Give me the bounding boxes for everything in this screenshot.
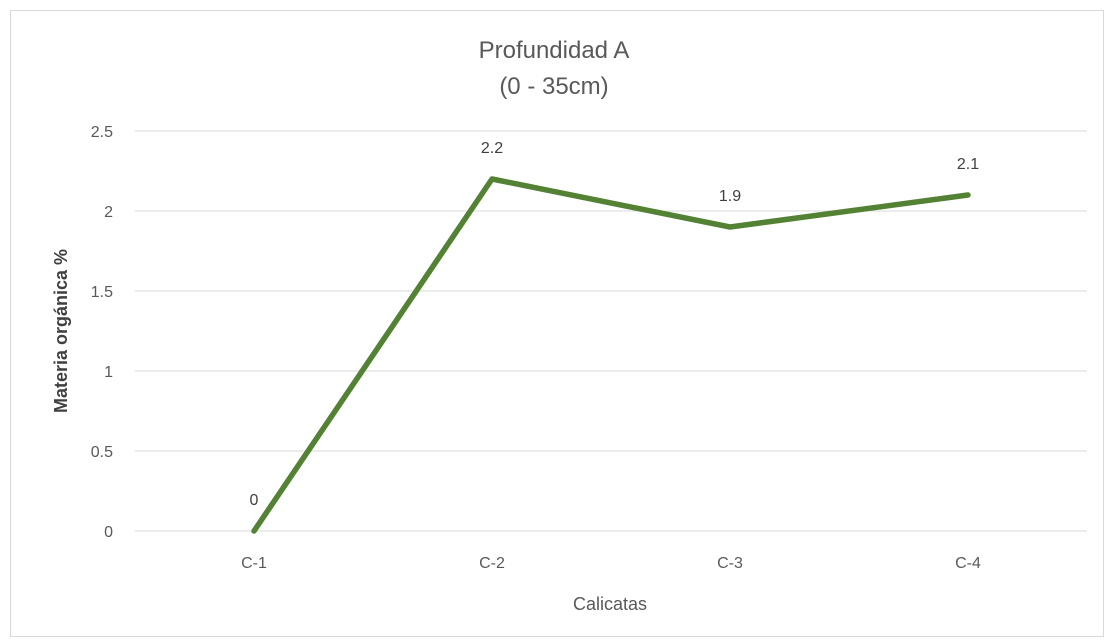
y-tick-label: 2.5 <box>91 124 113 141</box>
x-axis-title: Calicatas <box>573 594 647 614</box>
data-labels: 0 2.2 1.9 2.1 <box>250 140 980 509</box>
x-tick-label: C-3 <box>717 555 743 572</box>
y-tick-label: 0.5 <box>91 444 113 461</box>
data-label: 2.2 <box>481 140 503 157</box>
y-tick-label: 1 <box>104 364 113 381</box>
x-tick-label: C-2 <box>479 555 505 572</box>
y-axis-ticks: 0 0.5 1 1.5 2 2.5 <box>91 124 113 541</box>
x-axis-ticks: C-1 C-2 C-3 C-4 <box>241 555 981 572</box>
series-line <box>251 176 971 534</box>
x-tick-label: C-1 <box>241 555 267 572</box>
y-tick-label: 0 <box>104 524 113 541</box>
y-tick-label: 2 <box>104 204 113 221</box>
data-label: 1.9 <box>719 188 741 205</box>
chart-title: Profundidad A <box>479 37 630 64</box>
y-tick-label: 1.5 <box>91 284 113 301</box>
data-label: 2.1 <box>957 156 979 173</box>
data-label: 0 <box>250 492 259 509</box>
x-tick-label: C-4 <box>955 555 981 572</box>
chart-subtitle: (0 - 35cm) <box>499 73 608 100</box>
series-layer <box>251 176 971 534</box>
gridlines <box>135 130 1087 532</box>
chart-frame <box>10 10 1104 637</box>
y-axis-title: Materia orgánica % <box>51 249 71 413</box>
